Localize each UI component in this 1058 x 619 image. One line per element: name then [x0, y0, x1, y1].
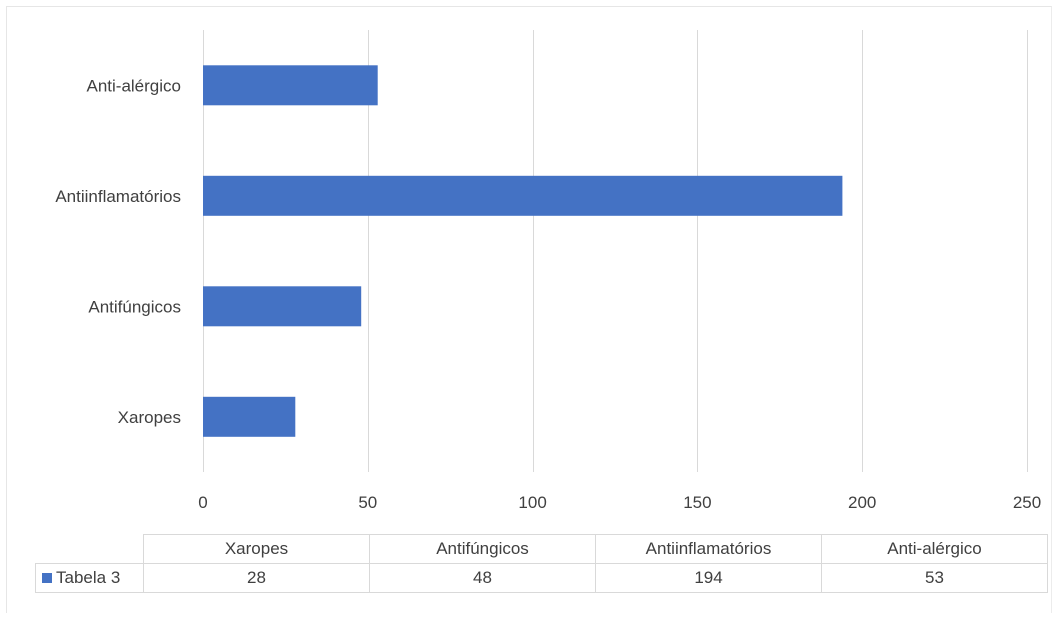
bar — [203, 286, 362, 327]
bars — [203, 65, 843, 437]
bar — [203, 175, 843, 216]
data-table-series-row: Tabela 3 28 48 194 53 — [35, 563, 1048, 593]
x-tick-label: 250 — [1013, 493, 1041, 512]
legend-label: Tabela 3 — [56, 568, 121, 587]
data-table-value-cell: 194 — [595, 563, 822, 593]
legend-key-swatch — [42, 573, 52, 583]
category-label: Antifúngicos — [88, 297, 181, 316]
data-table-value-cell: 48 — [369, 563, 596, 593]
data-table-header-cell: Xaropes — [143, 534, 370, 564]
x-tick-label: 200 — [848, 493, 876, 512]
x-tick-labels: 0 50 100 150 200 250 — [198, 493, 1041, 512]
category-label: Antiinflamatórios — [55, 187, 181, 206]
data-table-value-cell: 53 — [821, 563, 1048, 593]
legend-entry: Tabela 3 — [35, 563, 144, 593]
data-table-header-cell: Anti-alérgico — [821, 534, 1048, 564]
x-tick-label: 150 — [683, 493, 711, 512]
bar — [203, 65, 378, 106]
chart-frame — [6, 6, 1052, 613]
x-tick-label: 50 — [358, 493, 377, 512]
data-table-header-cell: Antiinflamatórios — [595, 534, 822, 564]
data-table-value-cell: 28 — [143, 563, 370, 593]
data-table: Xaropes Antifúngicos Antiinflamatórios A… — [35, 534, 1048, 593]
data-table-header-cell: Antifúngicos — [369, 534, 596, 564]
category-label: Anti-alérgico — [87, 76, 182, 95]
x-tick-label: 100 — [518, 493, 546, 512]
category-label: Xaropes — [118, 408, 181, 427]
data-table-corner — [35, 534, 144, 564]
x-tick-label: 0 — [198, 493, 207, 512]
bar — [203, 396, 296, 437]
data-table-header-row: Xaropes Antifúngicos Antiinflamatórios A… — [35, 534, 1048, 564]
category-labels: Xaropes Antifúngicos Antiinflamatórios Anti… — [55, 76, 182, 427]
